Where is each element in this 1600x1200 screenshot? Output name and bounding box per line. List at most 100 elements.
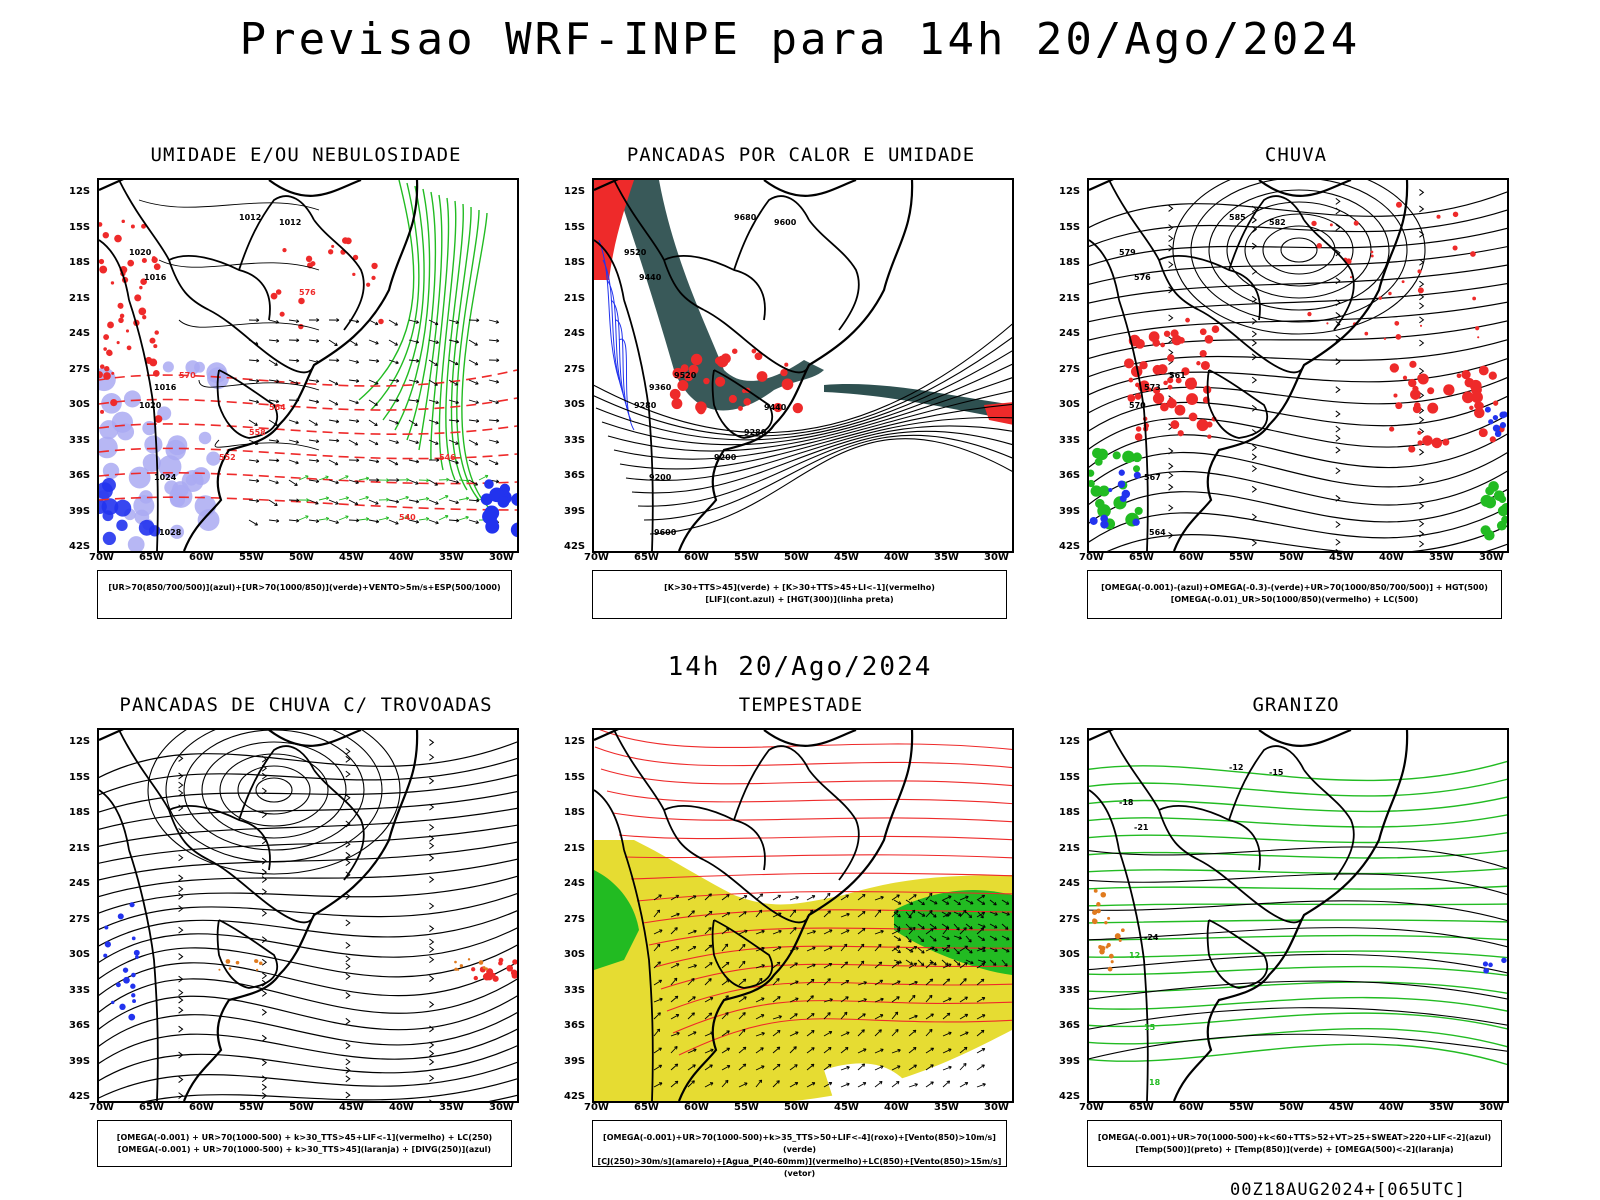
wind-arrow bbox=[772, 1030, 781, 1037]
contour-label: 576 bbox=[1134, 273, 1151, 282]
contour-label: 573 bbox=[1144, 383, 1161, 392]
shade-cell bbox=[139, 490, 153, 504]
wind-arrow bbox=[338, 475, 349, 481]
wind-arrow-head bbox=[295, 381, 299, 385]
lon-tick-label: 65W bbox=[634, 1102, 659, 1113]
streamline-arrow bbox=[1251, 513, 1258, 521]
wind-arrow-head bbox=[675, 963, 680, 967]
wind-arrow-head bbox=[795, 980, 799, 985]
wind-arrow bbox=[905, 923, 912, 931]
wind-arrow-head bbox=[933, 914, 937, 918]
wind-arrow-head bbox=[676, 912, 680, 917]
wind-arrow bbox=[929, 911, 937, 918]
wind-arrow bbox=[488, 339, 499, 342]
wind-arrow bbox=[755, 1047, 764, 1054]
wind-arrow-head bbox=[811, 895, 816, 899]
wind-arrow-head bbox=[691, 910, 695, 914]
wind-arrow bbox=[959, 909, 967, 918]
contour-line bbox=[370, 182, 420, 411]
wind-arrow-head bbox=[709, 997, 714, 1001]
contour-line bbox=[595, 350, 1012, 441]
wind-arrow bbox=[468, 479, 478, 486]
shade-cell bbox=[1345, 258, 1352, 265]
wind-arrow bbox=[248, 419, 258, 426]
contour-label: 558 bbox=[249, 428, 266, 437]
wind-arrow bbox=[388, 319, 398, 326]
wind-arrow bbox=[925, 946, 935, 952]
lon-tick-label: 35W bbox=[1429, 1102, 1454, 1113]
wind-arrow-head bbox=[708, 978, 712, 982]
wind-arrow bbox=[806, 1063, 815, 1071]
wind-arrow bbox=[388, 399, 400, 402]
streamline-arrow bbox=[345, 859, 351, 867]
lat-tick-label: 18S bbox=[1059, 807, 1081, 818]
wind-arrow-head bbox=[395, 521, 399, 525]
lon-tick-label: 30W bbox=[984, 1102, 1009, 1113]
streamline-arrow bbox=[1419, 205, 1425, 213]
wind-arrow bbox=[268, 359, 278, 366]
shade-cell bbox=[1170, 329, 1179, 338]
wind-arrow bbox=[823, 1012, 831, 1020]
wind-arrow-head bbox=[898, 960, 902, 964]
contour-label: 12 bbox=[1129, 951, 1140, 960]
wind-arrow-head bbox=[993, 925, 998, 929]
wind-arrow-head bbox=[962, 909, 967, 914]
wind-arrow bbox=[874, 979, 883, 986]
shade-cell bbox=[116, 423, 135, 441]
shade-cell bbox=[1170, 420, 1180, 430]
wind-arrow-head bbox=[1006, 936, 1010, 941]
streamline-arrow bbox=[1419, 416, 1425, 424]
contour-label: 9680 bbox=[734, 213, 757, 222]
map-frame: 1012 1012 1020 1016 1016 1020 1024 1028 570 564 55… bbox=[97, 178, 519, 553]
wind-arrow bbox=[908, 1029, 917, 1037]
country-border bbox=[128, 849, 159, 1101]
streamline-arrow bbox=[1168, 504, 1174, 512]
wind-arrow bbox=[806, 895, 816, 901]
country-border bbox=[118, 730, 210, 861]
streamline-arrow bbox=[345, 992, 351, 999]
shade-cell bbox=[1118, 469, 1125, 476]
red-area bbox=[984, 402, 1012, 425]
lat-tick-label: 30S bbox=[564, 399, 586, 410]
wind-arrow-head bbox=[385, 516, 390, 521]
wind-arrow-head bbox=[355, 319, 360, 324]
shaded-area bbox=[1089, 447, 1143, 530]
wind-arrow-head bbox=[742, 943, 746, 948]
legend-line: [OMEGA(-0.001) + UR>70(1000-500) + k>30_… bbox=[117, 1145, 492, 1154]
wind-arrow-head bbox=[863, 998, 867, 1002]
streamline-arrow bbox=[345, 840, 351, 848]
shade-cell bbox=[111, 371, 115, 375]
wind-arrow-head bbox=[812, 963, 816, 968]
wind-arrow-head bbox=[295, 420, 299, 425]
shade-cell bbox=[198, 431, 212, 445]
contour-line bbox=[1089, 814, 1507, 828]
wind-arrow-head bbox=[255, 459, 260, 463]
country-border bbox=[703, 859, 810, 924]
legend-line: [OMEGA(-0.001)+UR>70(1000-500)+k>35_TTS>… bbox=[603, 1133, 996, 1154]
country-border bbox=[613, 730, 705, 861]
streamline-arrow bbox=[1251, 317, 1258, 325]
streamline-arrow bbox=[178, 926, 184, 934]
lat-tick-label: 21S bbox=[69, 842, 91, 854]
shade-cell bbox=[103, 372, 111, 380]
streamline-arrow bbox=[178, 996, 184, 1004]
wind-arrow bbox=[925, 961, 933, 969]
wind-arrow bbox=[368, 379, 379, 385]
country-border bbox=[1108, 730, 1200, 861]
lon-tick-label: 55W bbox=[734, 552, 759, 563]
map-geography bbox=[1089, 730, 1409, 1101]
lat-tick-label: 36S bbox=[1059, 1020, 1081, 1031]
wind-arrow-head bbox=[455, 400, 459, 405]
shade-cell bbox=[1443, 384, 1455, 396]
wind-arrow-head bbox=[256, 358, 260, 363]
contour-label: -15 bbox=[1269, 768, 1284, 777]
shade-cell bbox=[258, 961, 263, 966]
lat-tick-label: 24S bbox=[1059, 328, 1081, 339]
wind-arrow-head bbox=[405, 495, 409, 500]
shade-cell bbox=[154, 415, 163, 423]
wind-arrow-head bbox=[692, 1064, 696, 1068]
wind-arrow bbox=[840, 1031, 850, 1037]
streamline-arrow bbox=[429, 823, 435, 831]
wind-arrow bbox=[840, 894, 849, 901]
wind-arrow-head bbox=[896, 945, 900, 949]
